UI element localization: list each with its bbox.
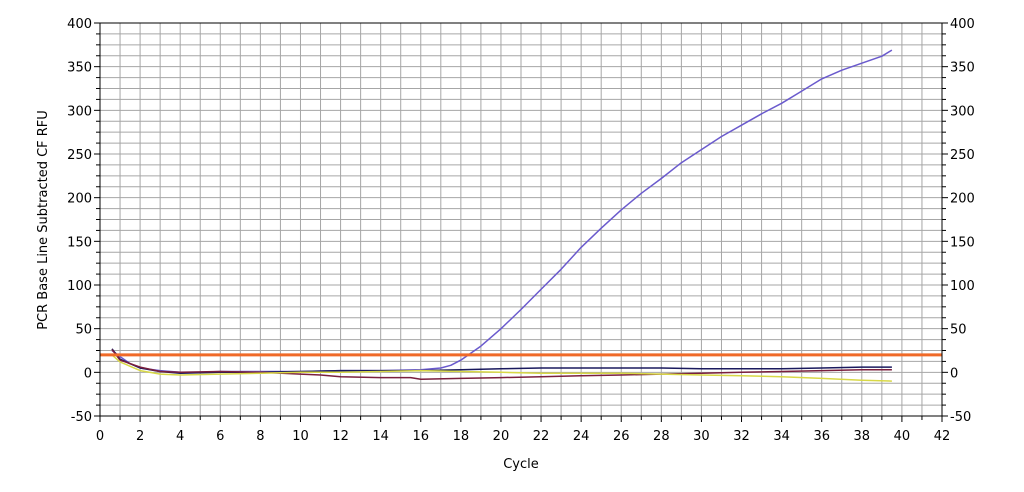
x-tick-label: 16 — [412, 429, 429, 444]
y-tick-label-right: 100 — [950, 279, 975, 294]
y-tick-label-right: 0 — [950, 366, 958, 381]
y-tick-label-right: 200 — [950, 192, 975, 207]
series-line-3 — [111, 349, 892, 381]
y-tick-label-right: 150 — [950, 235, 975, 250]
y-axis-title: PCR Base Line Subtracted CF RFU — [36, 110, 51, 330]
y-tick-label-left: 200 — [67, 192, 92, 207]
x-tick-label: 32 — [733, 429, 750, 444]
y-tick-label-right: 250 — [950, 148, 975, 163]
x-tick-label: 0 — [96, 429, 104, 444]
tick-labels: 0 2 4 6 8 10 12 14 16 18 20 22 24 26 28 30 32 34 36 38 40 42-… — [67, 17, 975, 444]
y-tick-label-left: 0 — [84, 366, 92, 381]
y-tick-label-left: 250 — [67, 148, 92, 163]
x-tick-label: 24 — [573, 429, 590, 444]
y-tick-label-right: 400 — [950, 17, 975, 32]
y-tick-label-left: -50 — [71, 410, 92, 425]
x-tick-label: 26 — [613, 429, 630, 444]
y-tick-label-left: 350 — [67, 61, 92, 76]
x-tick-label: 42 — [934, 429, 951, 444]
x-axis-title: Cycle — [503, 457, 539, 472]
x-tick-label: 6 — [216, 429, 224, 444]
x-tick-label: 12 — [332, 429, 349, 444]
x-tick-label: 8 — [256, 429, 264, 444]
y-tick-label-right: -50 — [950, 410, 971, 425]
y-tick-label-right: 50 — [950, 323, 967, 338]
x-tick-label: 14 — [372, 429, 389, 444]
axis-ticks — [94, 22, 948, 422]
series-line-4 — [111, 354, 892, 382]
y-tick-label-left: 300 — [67, 104, 92, 119]
series-layer — [111, 49, 893, 382]
x-tick-label: 2 — [136, 429, 144, 444]
x-tick-label: 22 — [533, 429, 550, 444]
x-tick-label: 34 — [773, 429, 790, 444]
x-tick-label: 18 — [453, 429, 470, 444]
y-tick-label-left: 100 — [67, 279, 92, 294]
x-tick-label: 4 — [176, 429, 184, 444]
gridlines — [100, 23, 942, 416]
x-tick-label: 40 — [894, 429, 911, 444]
x-tick-label: 10 — [292, 429, 309, 444]
y-tick-label-right: 350 — [950, 61, 975, 76]
x-tick-label: 38 — [854, 429, 871, 444]
y-tick-label-left: 150 — [67, 235, 92, 250]
y-tick-label-left: 400 — [67, 17, 92, 32]
x-tick-label: 20 — [493, 429, 510, 444]
x-tick-label: 28 — [653, 429, 670, 444]
y-tick-label-right: 300 — [950, 104, 975, 119]
x-tick-label: 30 — [693, 429, 710, 444]
y-tick-label-left: 50 — [75, 323, 92, 338]
x-tick-label: 36 — [813, 429, 830, 444]
